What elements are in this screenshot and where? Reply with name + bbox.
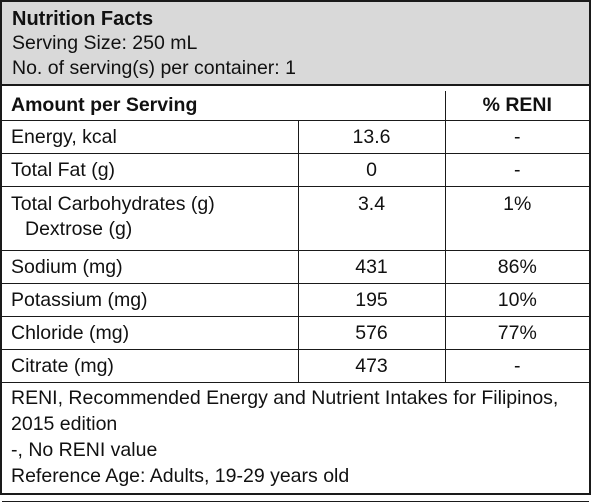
nutrient-sublabel: Dextrose (g) [25, 218, 133, 240]
nutrient-value: 13.6 [297, 120, 446, 154]
label-header: Nutrition Facts Serving Size: 250 mL No.… [2, 2, 589, 86]
nutrient-reni: - [444, 120, 590, 154]
table-row: Potassium (mg) 195 10% [2, 283, 590, 317]
nutrient-value: 576 [297, 316, 446, 350]
table-row: Citrate (mg) 473 - [2, 349, 590, 383]
table-row: Sodium (mg) 431 86% [2, 250, 590, 284]
nutrient-reni: 10% [444, 283, 590, 317]
nutrient-value: 473 [297, 349, 446, 383]
label-title: Nutrition Facts [12, 8, 154, 30]
nutrient-value: 431 [297, 250, 446, 284]
nutrient-value: 0 [297, 153, 446, 187]
footnotes: RENI, Recommended Energy and Nutrient In… [2, 382, 590, 502]
footnote-reference-age: Reference Age: Adults, 19-29 years old [11, 465, 350, 487]
table-header-row: Amount per Serving % RENI [2, 91, 590, 121]
nutrient-table: Amount per Serving % RENI Energy, kcal 1… [2, 91, 590, 502]
amount-per-serving-header: Amount per Serving [2, 91, 446, 121]
table-row: Energy, kcal 13.6 - [2, 120, 590, 154]
footnote-no-reni: -, No RENI value [11, 439, 158, 461]
nutrient-reni: 86% [444, 250, 590, 284]
nutrient-label: Sodium (mg) [2, 250, 299, 284]
nutrient-label: Potassium (mg) [2, 283, 299, 317]
nutrient-reni: - [444, 153, 590, 187]
table-row: Total Fat (g) 0 - [2, 153, 590, 187]
nutrient-label-group: Total Carbohydrates (g) Dextrose (g) [2, 186, 299, 251]
serving-size: Serving Size: 250 mL [12, 32, 198, 54]
nutrient-label: Total Carbohydrates (g) [11, 193, 215, 215]
nutrient-reni: 77% [444, 316, 590, 350]
reni-header: % RENI [444, 91, 590, 121]
nutrient-label: Energy, kcal [2, 120, 299, 154]
nutrient-value: 195 [297, 283, 446, 317]
nutrient-label: Chloride (mg) [2, 316, 299, 350]
footnote-reni-definition: RENI, Recommended Energy and Nutrient In… [11, 387, 559, 435]
nutrient-value: 3.4 [297, 186, 446, 251]
nutrient-label: Citrate (mg) [2, 349, 299, 383]
nutrient-label: Total Fat (g) [2, 153, 299, 187]
footnote-row: RENI, Recommended Energy and Nutrient In… [2, 382, 590, 502]
nutrient-reni: 1% [444, 186, 590, 251]
nutrient-reni: - [444, 349, 590, 383]
servings-per-container: No. of serving(s) per container: 1 [12, 57, 296, 79]
table-row: Total Carbohydrates (g) Dextrose (g) 3.4… [2, 186, 590, 251]
table-row: Chloride (mg) 576 77% [2, 316, 590, 350]
